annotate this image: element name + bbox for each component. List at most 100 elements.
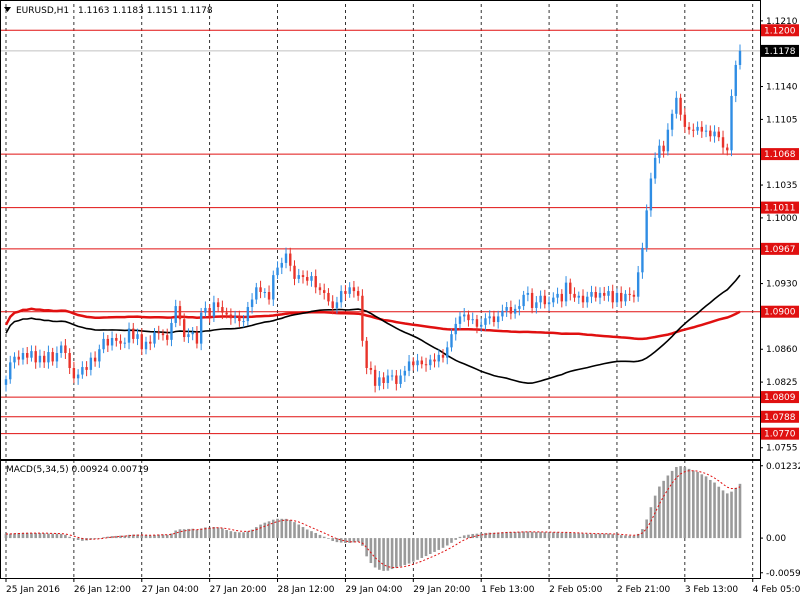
candle-body[interactable] (26, 352, 29, 358)
candle-body[interactable] (365, 340, 368, 368)
candle-body[interactable] (64, 345, 67, 353)
candle-body[interactable] (683, 114, 687, 127)
candle-body[interactable] (242, 321, 245, 323)
candle-body[interactable] (611, 291, 614, 303)
candle-body[interactable] (721, 137, 725, 148)
candle-body[interactable] (140, 334, 143, 350)
candle-body[interactable] (412, 361, 415, 366)
candle-body[interactable] (161, 333, 165, 336)
candle-body[interactable] (615, 292, 619, 303)
candle-body[interactable] (560, 293, 564, 302)
candle-body[interactable] (475, 319, 479, 327)
candle-body[interactable] (603, 292, 606, 296)
candle-body[interactable] (382, 377, 385, 384)
candle-body[interactable] (127, 328, 131, 343)
candle-body[interactable] (89, 357, 93, 370)
candle-body[interactable] (59, 345, 63, 353)
candle-body[interactable] (543, 295, 547, 305)
candle-body[interactable] (373, 369, 377, 386)
candle-body[interactable] (513, 308, 517, 314)
candle-body[interactable] (310, 276, 313, 281)
candle-body[interactable] (13, 356, 16, 363)
candle-body[interactable] (119, 340, 122, 344)
candle-body[interactable] (492, 316, 496, 323)
candle-body[interactable] (441, 354, 445, 358)
candle-body[interactable] (378, 377, 381, 386)
candle-body[interactable] (178, 306, 182, 320)
candle-body[interactable] (110, 337, 114, 346)
candle-body[interactable] (199, 312, 203, 344)
candle-body[interactable] (704, 130, 708, 132)
candle-body[interactable] (424, 364, 428, 366)
candle-body[interactable] (250, 299, 254, 308)
candle-body[interactable] (594, 292, 597, 298)
candle-body[interactable] (238, 316, 241, 322)
candle-body[interactable] (149, 341, 152, 344)
candle-body[interactable] (471, 319, 474, 321)
candle-body[interactable] (433, 359, 436, 362)
candle-body[interactable] (645, 210, 648, 248)
candle-body[interactable] (106, 338, 110, 346)
candle-body[interactable] (641, 247, 644, 273)
candle-body[interactable] (81, 367, 84, 375)
candle-body[interactable] (726, 147, 729, 151)
candle-body[interactable] (221, 307, 224, 313)
candle-body[interactable] (55, 352, 59, 362)
candle-body[interactable] (700, 126, 704, 132)
candle-body[interactable] (416, 360, 419, 366)
candle-body[interactable] (335, 302, 339, 308)
candle-body[interactable] (679, 97, 682, 115)
candle-body[interactable] (166, 335, 169, 340)
candle-body[interactable] (632, 294, 636, 297)
candle-body[interactable] (556, 293, 559, 298)
candle-body[interactable] (212, 302, 216, 317)
candle-body[interactable] (255, 287, 258, 300)
candle-body[interactable] (687, 126, 691, 130)
candle-body[interactable] (535, 302, 538, 308)
candle-body[interactable] (526, 292, 530, 295)
candle-body[interactable] (713, 131, 716, 137)
candle-body[interactable] (306, 277, 309, 281)
candle-body[interactable] (509, 307, 513, 314)
candle-body[interactable] (30, 351, 33, 358)
candle-body[interactable] (259, 287, 262, 293)
candle-body[interactable] (115, 337, 118, 341)
candle-body[interactable] (267, 292, 271, 300)
candle-body[interactable] (352, 287, 356, 292)
candle-body[interactable] (658, 145, 661, 158)
candle-body[interactable] (272, 275, 275, 300)
candle-body[interactable] (225, 312, 228, 315)
candle-body[interactable] (709, 130, 712, 137)
candle-body[interactable] (501, 310, 504, 317)
candle-body[interactable] (463, 314, 466, 317)
candle-body[interactable] (98, 349, 101, 362)
candle-body[interactable] (450, 334, 453, 348)
candle-body[interactable] (289, 253, 292, 266)
candle-body[interactable] (624, 293, 627, 302)
candle-body[interactable] (318, 287, 322, 291)
candle-body[interactable] (339, 291, 343, 303)
candle-body[interactable] (407, 361, 411, 371)
macd-pane[interactable]: 0.01232 0.00 -0.00591 (0, 460, 800, 579)
candle-body[interactable] (437, 354, 440, 362)
candle-body[interactable] (314, 276, 317, 288)
candle-body[interactable] (174, 306, 177, 323)
candle-body[interactable] (9, 362, 12, 380)
candle-body[interactable] (123, 342, 126, 344)
candle-body[interactable] (390, 375, 394, 377)
candle-body[interactable] (692, 129, 695, 131)
candle-body[interactable] (530, 292, 534, 308)
candle-body[interactable] (301, 275, 305, 277)
candle-body[interactable] (730, 95, 733, 151)
candle-body[interactable] (293, 265, 296, 279)
moving-average-red[interactable] (4, 307, 741, 341)
candle-body[interactable] (68, 352, 71, 368)
triangle-down-icon[interactable] (4, 7, 11, 12)
candle-body[interactable] (85, 367, 88, 370)
candle-body[interactable] (208, 307, 211, 317)
candle-body[interactable] (276, 267, 279, 276)
candle-body[interactable] (670, 113, 674, 130)
candle-body[interactable] (399, 375, 402, 384)
candle-body[interactable] (581, 295, 585, 303)
candle-body[interactable] (4, 379, 8, 385)
